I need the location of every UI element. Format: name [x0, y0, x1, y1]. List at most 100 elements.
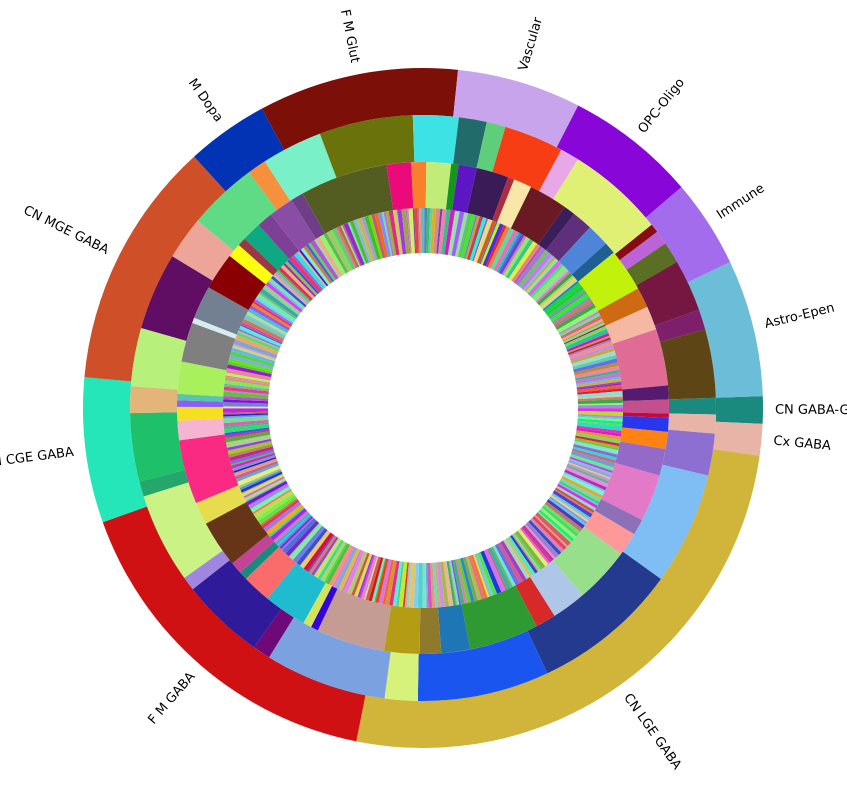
supertype-slice — [517, 528, 549, 567]
subclass-band-slice — [130, 386, 178, 414]
supertype-slice — [469, 217, 487, 262]
supertype-slice — [572, 446, 617, 461]
supertype-slice — [402, 562, 409, 608]
supertype-slice — [503, 539, 530, 580]
supertype-slice — [297, 251, 327, 288]
class-label-cx-gaba: Cx GABA — [773, 434, 832, 454]
supertype-slice — [451, 211, 465, 257]
supertype-slice — [563, 471, 606, 493]
subclass-band-slice — [319, 115, 415, 178]
supertype-slice — [566, 333, 610, 352]
subclass-slice — [177, 361, 227, 397]
supertype-slice — [457, 213, 470, 258]
supertype-slice — [519, 527, 550, 565]
supertype-slice — [564, 469, 607, 491]
supertype-slice — [563, 324, 606, 345]
supertype-slice — [253, 299, 294, 326]
supertype-slice — [426, 208, 431, 254]
supertype-slice — [226, 438, 272, 451]
subclass-band-slice — [626, 243, 677, 286]
supertype-slice — [577, 420, 623, 427]
supertype-slice — [440, 561, 450, 607]
supertype-slice — [404, 562, 411, 608]
supertype-slice — [569, 341, 613, 360]
subclass-slice — [558, 227, 606, 275]
supertype-slice — [477, 552, 497, 596]
supertype-slice — [228, 358, 273, 372]
supertype-slice — [262, 284, 301, 316]
supertype-slice — [241, 322, 284, 344]
subclass-slice — [419, 607, 442, 655]
subclass-band-slice — [668, 397, 716, 415]
class-label-f-m-gaba: F M GABA — [145, 669, 198, 727]
supertype-slice — [308, 242, 336, 282]
supertype-slice — [530, 263, 564, 298]
subclass-band-slice — [668, 413, 716, 434]
supertype-slice — [368, 214, 383, 259]
supertype-slice — [540, 276, 576, 308]
supertype-slice — [455, 212, 469, 257]
subclass-band-slice — [141, 256, 213, 341]
supertype-slice — [573, 362, 619, 376]
supertype-slice — [570, 454, 614, 471]
subclass-slice — [622, 399, 669, 414]
supertype-slice — [275, 270, 311, 304]
subclass-slice — [622, 416, 669, 432]
class-ring — [83, 68, 763, 748]
supertype-slice — [572, 354, 617, 370]
supertype-slice — [239, 470, 282, 490]
supertype-slice — [553, 299, 593, 326]
supertype-slice — [515, 247, 546, 286]
supertype-slice — [364, 556, 379, 600]
subclass-band-slice — [614, 224, 658, 261]
subclass-band-slice — [539, 149, 578, 200]
supertype-slice — [232, 454, 276, 472]
supertype-slice — [226, 368, 272, 381]
supertype-slice — [472, 218, 489, 262]
supertype-slice — [576, 376, 621, 386]
supertype-slice — [233, 343, 277, 360]
supertype-slice — [235, 462, 279, 479]
supertype-slice — [576, 384, 623, 393]
subclass-slice — [620, 427, 668, 450]
subclass-slice — [510, 187, 565, 245]
supertype-slice — [381, 211, 393, 257]
subclass-band-slice — [254, 609, 294, 658]
supertype-slice — [462, 557, 478, 602]
class-label-f-m-glut: F M Glut — [337, 8, 362, 64]
supertype-slice — [336, 227, 358, 269]
supertype-slice — [256, 493, 296, 522]
supertype-slice — [459, 213, 473, 258]
supertype-slice — [577, 394, 623, 400]
supertype-slice — [537, 511, 572, 543]
supertype-slice — [417, 562, 423, 608]
supertype-slice — [223, 422, 269, 429]
supertype-slice — [418, 208, 422, 254]
supertype-slice — [338, 548, 361, 591]
subclass-band-slice — [172, 220, 234, 281]
supertype-slice — [556, 307, 599, 334]
supertype-slice — [520, 252, 553, 290]
supertype-slice — [576, 430, 621, 440]
supertype-slice — [271, 275, 307, 308]
supertype-slice — [542, 280, 579, 311]
supertype-slice — [289, 256, 322, 293]
supertype-slice — [549, 291, 587, 319]
supertype-slice — [385, 560, 397, 606]
supertype-slice — [224, 379, 270, 390]
supertype-slice — [323, 232, 349, 274]
supertype-slice — [570, 344, 614, 362]
supertype-slice — [487, 548, 508, 591]
supertype-slice — [354, 553, 373, 597]
supertype-slice — [266, 504, 304, 536]
supertype-slice — [577, 415, 623, 420]
supertype-slice — [232, 345, 276, 362]
supertype-slice — [511, 534, 540, 572]
supertype-slice — [257, 495, 297, 525]
subclass-slice — [208, 255, 266, 310]
supertype-slice — [272, 274, 308, 306]
supertype-slice — [325, 543, 351, 585]
supertype-slice — [451, 560, 462, 605]
supertype-slice — [540, 507, 577, 540]
